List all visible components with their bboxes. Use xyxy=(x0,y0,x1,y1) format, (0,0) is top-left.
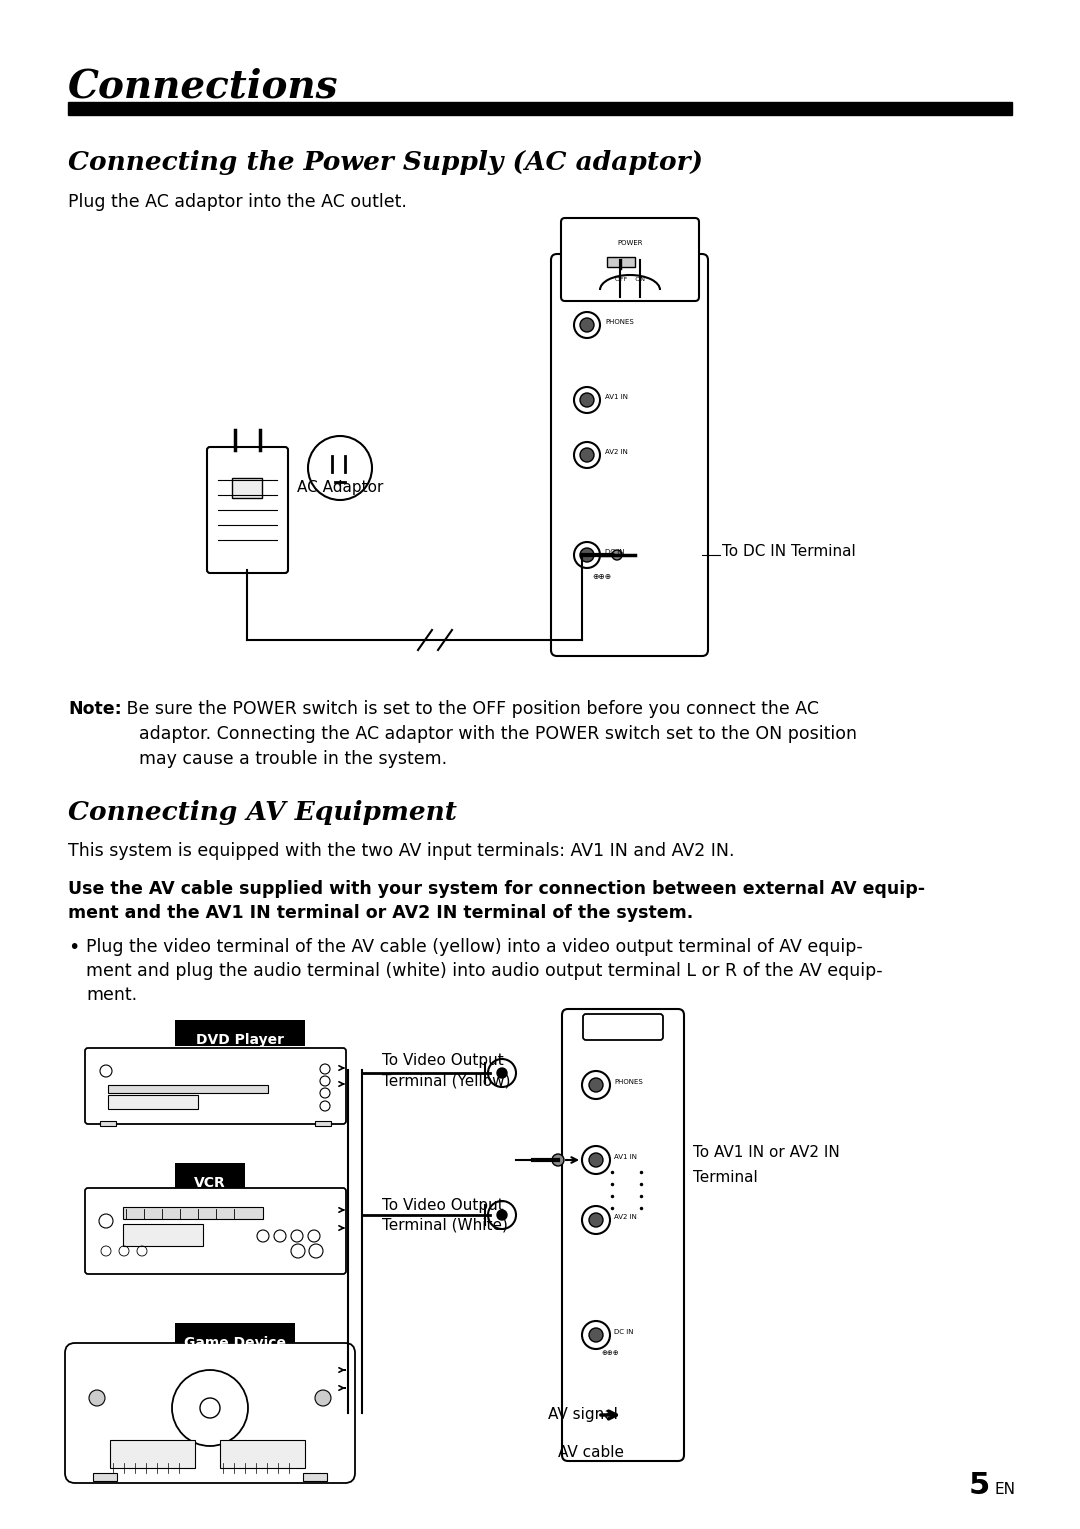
Text: DC IN: DC IN xyxy=(615,1329,634,1335)
Text: DC IN: DC IN xyxy=(605,549,624,555)
FancyBboxPatch shape xyxy=(561,219,699,301)
Text: ⊕⊕⊕: ⊕⊕⊕ xyxy=(592,572,611,581)
Text: Plug the AC adaptor into the AC outlet.: Plug the AC adaptor into the AC outlet. xyxy=(68,193,407,211)
Circle shape xyxy=(612,550,622,560)
Text: To Video Output: To Video Output xyxy=(382,1053,503,1067)
Circle shape xyxy=(315,1390,330,1407)
Text: may cause a trouble in the system.: may cause a trouble in the system. xyxy=(139,751,447,768)
Bar xyxy=(303,1472,327,1482)
Circle shape xyxy=(580,448,594,462)
Circle shape xyxy=(89,1390,105,1407)
Bar xyxy=(175,1323,295,1349)
Text: AV2 IN: AV2 IN xyxy=(615,1214,637,1220)
Text: Connecting AV Equipment: Connecting AV Equipment xyxy=(68,800,457,826)
Text: PHONES: PHONES xyxy=(615,1079,643,1086)
Text: AV1 IN: AV1 IN xyxy=(615,1154,637,1161)
Text: To DC IN Terminal: To DC IN Terminal xyxy=(723,543,855,558)
Bar xyxy=(175,1164,245,1190)
Bar xyxy=(315,1121,330,1125)
Text: Game Device: Game Device xyxy=(184,1336,286,1350)
Text: Connecting the Power Supply (AC adaptor): Connecting the Power Supply (AC adaptor) xyxy=(68,150,703,174)
Bar xyxy=(123,1206,264,1219)
FancyBboxPatch shape xyxy=(583,1014,663,1040)
Text: EN: EN xyxy=(995,1482,1016,1497)
Text: To Video Output: To Video Output xyxy=(382,1199,503,1212)
Text: Plug the video terminal of the AV cable (yellow) into a video output terminal of: Plug the video terminal of the AV cable … xyxy=(86,937,863,956)
Bar xyxy=(108,1095,198,1109)
Text: AC Adaptor: AC Adaptor xyxy=(297,480,383,495)
Bar xyxy=(108,1086,268,1093)
Bar xyxy=(607,257,635,268)
Text: AV cable: AV cable xyxy=(558,1445,624,1460)
Text: POWER: POWER xyxy=(618,240,643,246)
Text: OFF    ON: OFF ON xyxy=(615,277,645,281)
Text: AV1 IN: AV1 IN xyxy=(605,394,627,401)
Text: To AV1 IN or AV2 IN: To AV1 IN or AV2 IN xyxy=(693,1145,840,1161)
Bar xyxy=(68,102,1012,115)
Text: AV2 IN: AV2 IN xyxy=(605,450,627,456)
Text: ment.: ment. xyxy=(86,986,137,1005)
Bar xyxy=(93,1472,117,1482)
FancyBboxPatch shape xyxy=(562,1009,684,1462)
Text: adaptor. Connecting the AC adaptor with the POWER switch set to the ON position: adaptor. Connecting the AC adaptor with … xyxy=(139,725,858,743)
Circle shape xyxy=(552,1154,564,1167)
Text: 5: 5 xyxy=(969,1471,990,1500)
Circle shape xyxy=(488,1200,516,1229)
Circle shape xyxy=(580,393,594,407)
Bar xyxy=(232,479,262,498)
Circle shape xyxy=(488,1060,516,1087)
Text: Terminal: Terminal xyxy=(693,1170,758,1185)
Text: Be sure the POWER switch is set to the OFF position before you connect the AC: Be sure the POWER switch is set to the O… xyxy=(121,700,819,719)
Circle shape xyxy=(497,1067,507,1078)
Bar xyxy=(123,1225,203,1246)
FancyBboxPatch shape xyxy=(85,1188,346,1274)
Text: •: • xyxy=(68,937,79,957)
Text: PHONES: PHONES xyxy=(605,320,634,326)
FancyBboxPatch shape xyxy=(551,254,708,656)
FancyBboxPatch shape xyxy=(207,446,288,573)
Text: Note:: Note: xyxy=(68,700,122,719)
Text: This system is equipped with the two AV input terminals: AV1 IN and AV2 IN.: This system is equipped with the two AV … xyxy=(68,842,734,859)
Circle shape xyxy=(580,318,594,332)
Bar xyxy=(175,1020,305,1046)
Circle shape xyxy=(497,1209,507,1220)
Circle shape xyxy=(580,547,594,563)
Text: ⊕⊕⊕: ⊕⊕⊕ xyxy=(600,1350,619,1356)
Bar xyxy=(100,1121,116,1125)
Text: VCR: VCR xyxy=(194,1176,226,1190)
Bar xyxy=(110,1440,195,1468)
Circle shape xyxy=(589,1078,603,1092)
FancyBboxPatch shape xyxy=(65,1342,355,1483)
Text: DVD Player: DVD Player xyxy=(195,1034,284,1047)
Text: Connections: Connections xyxy=(68,67,338,106)
Bar xyxy=(220,1440,305,1468)
Circle shape xyxy=(589,1212,603,1226)
Text: ment and plug the audio terminal (white) into audio output terminal L or R of th: ment and plug the audio terminal (white)… xyxy=(86,962,882,980)
Text: Use the AV cable supplied with your system for connection between external AV eq: Use the AV cable supplied with your syst… xyxy=(68,881,926,898)
Circle shape xyxy=(589,1153,603,1167)
Text: Terminal (Yellow): Terminal (Yellow) xyxy=(382,1073,511,1089)
Text: AV signal: AV signal xyxy=(548,1408,618,1422)
Text: ment and the AV1 IN terminal or AV2 IN terminal of the system.: ment and the AV1 IN terminal or AV2 IN t… xyxy=(68,904,693,922)
Text: Terminal (White): Terminal (White) xyxy=(382,1219,508,1232)
Circle shape xyxy=(589,1329,603,1342)
FancyBboxPatch shape xyxy=(85,1047,346,1124)
